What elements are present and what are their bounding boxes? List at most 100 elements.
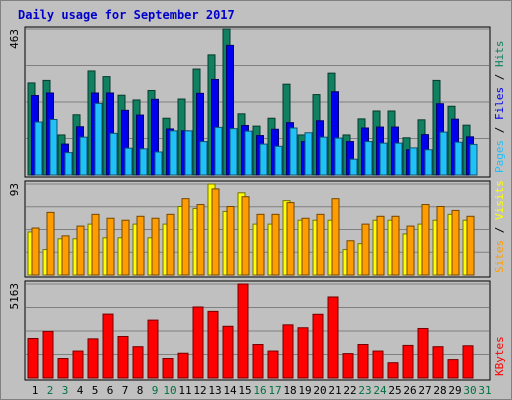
- bar-pages-day-12: [199, 141, 208, 176]
- day-label-28: 28: [433, 384, 446, 397]
- bar-pages-day-18: [289, 127, 298, 176]
- bar-pages-day-22: [349, 158, 358, 176]
- bar-kbytes-day-29: [447, 359, 459, 379]
- bar-pages-day-7: [124, 147, 133, 176]
- day-label-26: 26: [403, 384, 416, 397]
- bar-sites-day-19: [301, 217, 310, 276]
- day-label-31: 31: [478, 384, 491, 397]
- bar-pages-day-8: [139, 148, 148, 176]
- bar-kbytes-day-5: [87, 338, 99, 379]
- bar-kbytes-day-10: [162, 358, 174, 379]
- bar-pages-day-25: [394, 142, 403, 176]
- bar-sites-day-29: [451, 209, 460, 276]
- bar-sites-day-2: [46, 211, 55, 276]
- day-label-11: 11: [178, 384, 191, 397]
- day-label-29: 29: [448, 384, 461, 397]
- bar-sites-day-25: [391, 215, 400, 276]
- day-label-15: 15: [238, 384, 251, 397]
- day-label-19: 19: [298, 384, 311, 397]
- day-label-16: 16: [253, 384, 266, 397]
- bar-pages-day-6: [109, 132, 118, 176]
- bar-pages-day-10: [169, 130, 178, 176]
- bar-sites-day-13: [211, 188, 220, 276]
- panel-visits-max-label: 93: [8, 183, 21, 196]
- day-label-22: 22: [343, 384, 356, 397]
- bar-sites-day-20: [316, 213, 325, 276]
- bar-pages-day-29: [454, 141, 463, 176]
- bar-pages-day-14: [229, 128, 238, 176]
- bar-sites-day-16: [256, 213, 265, 276]
- bar-sites-day-6: [106, 217, 115, 276]
- axis-label-pages: Pages: [493, 140, 506, 173]
- bar-pages-day-4: [79, 136, 88, 176]
- bar-kbytes-day-25: [387, 362, 399, 379]
- panel-kbytes-axis-label: KBytes: [493, 336, 506, 376]
- bar-kbytes-day-30: [462, 345, 474, 379]
- bar-pages-day-17: [274, 145, 283, 176]
- day-label-5: 5: [92, 384, 99, 397]
- bar-sites-day-8: [136, 215, 145, 276]
- bar-kbytes-day-15: [237, 283, 249, 379]
- day-label-8: 8: [137, 384, 144, 397]
- bar-kbytes-day-26: [402, 344, 414, 379]
- bar-sites-day-15: [241, 196, 250, 276]
- bar-sites-day-30: [466, 215, 475, 276]
- bar-kbytes-day-27: [417, 327, 429, 379]
- bar-sites-day-21: [331, 198, 340, 276]
- day-label-20: 20: [313, 384, 326, 397]
- day-label-23: 23: [358, 384, 371, 397]
- bar-sites-day-23: [361, 223, 370, 276]
- bar-sites-day-10: [166, 213, 175, 276]
- bar-kbytes-day-24: [372, 350, 384, 379]
- day-label-14: 14: [223, 384, 237, 397]
- bar-pages-day-28: [439, 131, 448, 176]
- bar-kbytes-day-8: [132, 346, 144, 379]
- axis-label-sites: Sites: [493, 240, 506, 273]
- bar-pages-day-2: [49, 119, 58, 176]
- axis-label-separator: /: [493, 220, 506, 240]
- day-label-18: 18: [283, 384, 296, 397]
- bar-kbytes-day-6: [102, 313, 114, 379]
- panel-kbytes-max-label: 5163: [8, 283, 21, 310]
- bar-sites-day-27: [421, 204, 430, 276]
- day-label-6: 6: [107, 384, 114, 397]
- axis-label-files: Files: [493, 87, 506, 120]
- bar-sites-day-9: [151, 217, 160, 276]
- bar-sites-day-7: [121, 219, 130, 276]
- panel-hits-axis-label: Pages / Files / Hits: [493, 41, 506, 174]
- bar-kbytes-day-14: [222, 325, 234, 379]
- bar-kbytes-day-11: [177, 352, 189, 379]
- day-label-21: 21: [328, 384, 341, 397]
- bar-kbytes-day-16: [252, 344, 264, 379]
- bar-pages-day-16: [259, 143, 268, 176]
- bar-sites-day-26: [406, 225, 415, 276]
- day-label-1: 1: [32, 384, 39, 397]
- bar-kbytes-day-3: [57, 358, 69, 379]
- bar-kbytes-day-28: [432, 346, 444, 379]
- bar-pages-day-13: [214, 126, 223, 176]
- bar-pages-day-1: [34, 121, 43, 176]
- day-label-27: 27: [418, 384, 431, 397]
- day-label-13: 13: [208, 384, 221, 397]
- bar-pages-day-21: [334, 137, 343, 176]
- bar-kbytes-day-23: [357, 344, 369, 379]
- axis-label-visits: Visits: [493, 180, 506, 220]
- bar-sites-day-12: [196, 204, 205, 276]
- day-label-12: 12: [193, 384, 206, 397]
- bar-sites-day-1: [31, 227, 40, 276]
- bar-pages-day-30: [469, 143, 478, 176]
- bar-kbytes-day-18: [282, 324, 294, 379]
- bar-pages-day-19: [304, 132, 313, 176]
- bar-kbytes-day-19: [297, 327, 309, 379]
- bar-kbytes-day-1: [27, 337, 39, 379]
- panel-visits-axis-label: Sites / Visits: [493, 180, 506, 273]
- bar-sites-day-18: [286, 202, 295, 276]
- bar-kbytes-day-21: [327, 296, 339, 379]
- day-label-4: 4: [77, 384, 84, 397]
- axis-label-hits: Hits: [493, 41, 506, 68]
- bar-pages-day-26: [409, 147, 418, 176]
- bar-sites-day-14: [226, 206, 235, 276]
- day-label-30: 30: [463, 384, 476, 397]
- bar-kbytes-day-4: [72, 350, 84, 379]
